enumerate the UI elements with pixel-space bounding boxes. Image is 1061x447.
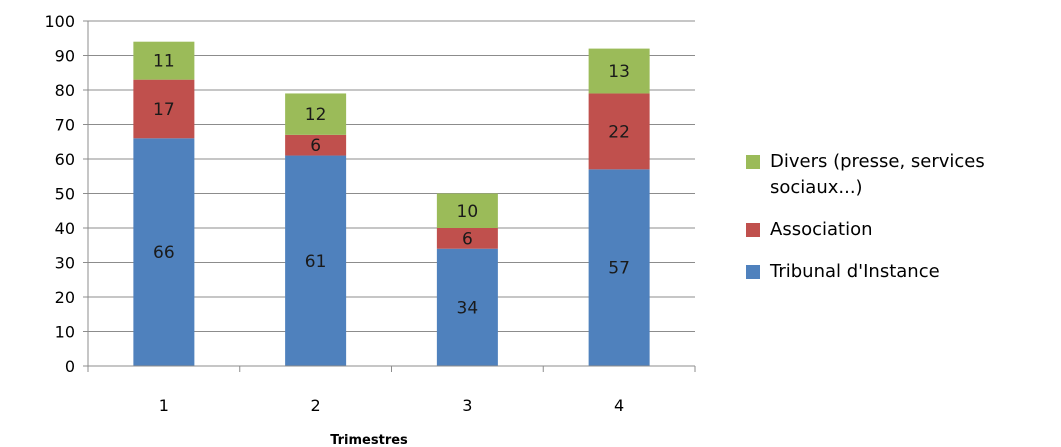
bar-segment [285,93,347,135]
legend-item-tribunal: Tribunal d'Instance [746,259,1061,285]
bar-segment [133,41,195,80]
bar-segment [588,169,650,366]
legend: Divers (presse, services sociaux...) Ass… [746,149,1061,301]
y-tick-label: 70 [55,116,75,135]
legend-item-divers: Divers (presse, services sociaux...) [746,149,1061,201]
x-tick-label: 2 [311,396,321,415]
bar-segment [285,134,347,156]
x-axis-title: Trimestres [330,433,408,447]
y-tick-label: 100 [44,12,75,31]
bar-segment [588,93,650,170]
bar-segment [133,138,195,366]
bar-segment [436,193,498,228]
bar-segment [133,79,195,139]
y-tick-label: 50 [55,185,75,204]
x-tick-label: 4 [614,396,624,415]
data-label: 22 [608,122,630,142]
y-tick-label: 60 [55,150,75,169]
legend-item-association: Association [746,217,1061,243]
data-label: 6 [310,136,321,156]
y-tick-label: 40 [55,219,75,238]
x-tick-label: 1 [159,396,169,415]
data-label: 66 [153,243,175,263]
data-label: 11 [153,52,175,72]
data-label: 13 [608,62,630,82]
data-label: 57 [608,259,630,279]
y-tick-label: 80 [55,81,75,100]
data-label: 6 [462,229,473,249]
bar-segment [436,228,498,249]
data-label: 17 [153,100,175,120]
y-tick-label: 0 [65,357,75,376]
data-label: 12 [305,105,327,125]
bar-segment [588,48,650,94]
data-label: 34 [457,298,479,318]
y-tick-label: 20 [55,288,75,307]
x-tick-label: 3 [462,396,472,415]
bar-segment [285,155,347,366]
y-tick-label: 30 [55,254,75,273]
y-tick-label: 90 [55,47,75,66]
data-label: 61 [305,252,327,272]
y-tick-label: 10 [55,323,75,342]
legend-label-tribunal: Tribunal d'Instance [770,261,940,282]
legend-swatch-tribunal [746,265,760,279]
legend-swatch-association [746,223,760,237]
legend-label-divers: Divers (presse, services sociaux...) [770,151,985,198]
data-label: 10 [457,202,479,222]
legend-swatch-divers [746,155,760,169]
legend-label-association: Association [770,219,873,240]
bar-segment [436,248,498,366]
